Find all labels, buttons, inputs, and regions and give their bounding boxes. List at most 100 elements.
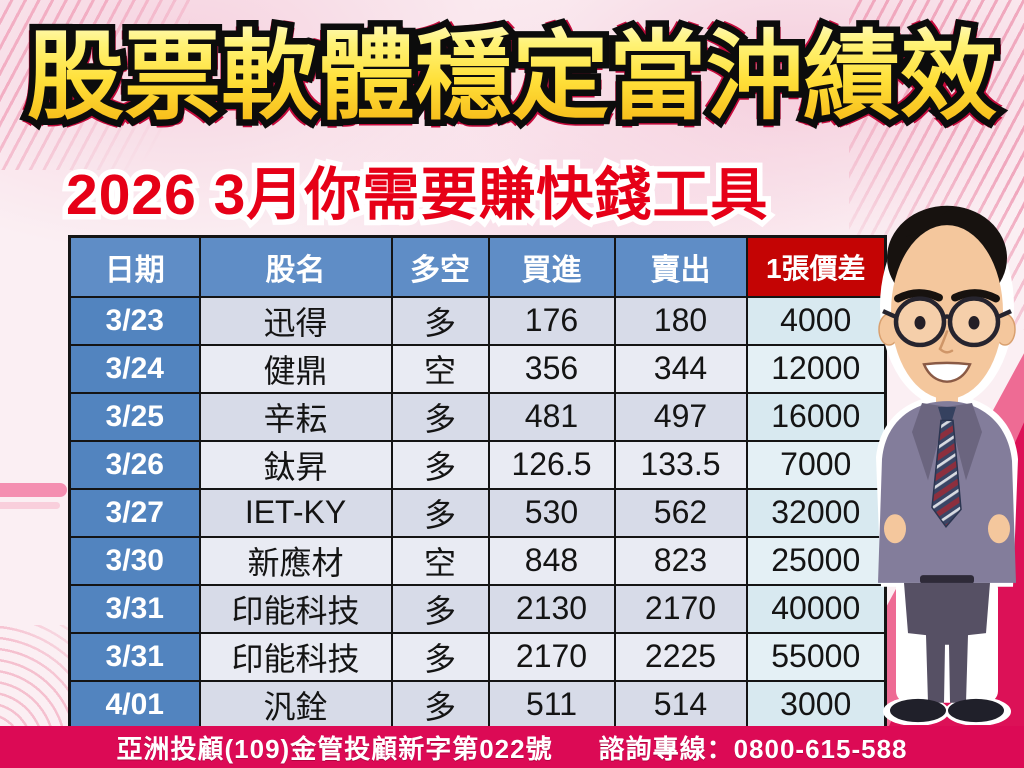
performance-table: 日期 股名 多空 買進 賣出 1張價差 3/23 迅得 多 176 180 40… bbox=[68, 235, 887, 768]
table-row: 3/26 鈦昇 多 126.5 133.5 7000 bbox=[68, 439, 887, 490]
cell-sell: 562 bbox=[613, 487, 748, 538]
cell-side: 多 bbox=[390, 487, 490, 538]
lapel-right bbox=[947, 402, 982, 481]
table-row: 3/31 印能科技 多 2130 2170 40000 bbox=[68, 583, 887, 634]
eye-right bbox=[968, 315, 980, 330]
cell-stock: 健鼎 bbox=[198, 343, 393, 394]
poster-subtitle-text: 2026 3月你需要賺快錢工具 bbox=[66, 163, 769, 227]
cell-diff: 55000 bbox=[745, 631, 887, 682]
cell-sell: 2225 bbox=[613, 631, 748, 682]
shoe-right bbox=[948, 698, 1004, 723]
cell-buy: 481 bbox=[487, 391, 616, 442]
spokesman-illustration bbox=[876, 205, 1018, 725]
pink-dash-decoration bbox=[0, 483, 67, 497]
cell-diff: 3000 bbox=[745, 679, 887, 730]
cell-side: 多 bbox=[390, 439, 490, 490]
cell-stock: 迅得 bbox=[198, 295, 393, 346]
cell-sell: 514 bbox=[613, 679, 748, 730]
cell-date: 3/30 bbox=[68, 535, 201, 586]
cell-side: 多 bbox=[390, 583, 490, 634]
table-row: 3/24 健鼎 空 356 344 12000 bbox=[68, 343, 887, 394]
poster-subtitle-outline: 2026 3月你需要賺快錢工具 bbox=[61, 158, 773, 233]
cell-sell: 823 bbox=[613, 535, 748, 586]
pink-dash-decoration-light bbox=[0, 502, 60, 509]
tie bbox=[931, 419, 962, 528]
cell-diff: 16000 bbox=[745, 391, 887, 442]
cell-stock: 印能科技 bbox=[198, 583, 393, 634]
footer-license-bar: 亞洲投顧(109)金管投顧新字第022號 諮詢專線：0800-615-588 bbox=[0, 726, 1024, 768]
hotline-text: 諮詢專線：0800-615-588 bbox=[598, 733, 908, 764]
cell-side: 多 bbox=[390, 631, 490, 682]
pants bbox=[904, 582, 990, 703]
cell-buy: 356 bbox=[487, 343, 616, 394]
cell-side: 空 bbox=[390, 343, 490, 394]
cell-sell: 133.5 bbox=[613, 439, 748, 490]
cell-side: 多 bbox=[390, 679, 490, 730]
diagonal-stripes-top-left bbox=[0, 0, 190, 170]
col-header-stock: 股名 bbox=[198, 235, 393, 298]
poster-title-text: 股票軟體穩定當沖績效 bbox=[0, 6, 1024, 148]
cell-sell: 344 bbox=[613, 343, 748, 394]
cell-date: 3/23 bbox=[68, 295, 201, 346]
eyebrow-left bbox=[894, 289, 943, 303]
cell-stock: IET-KY bbox=[198, 487, 393, 538]
cell-date: 4/01 bbox=[68, 679, 201, 730]
cell-buy: 2170 bbox=[487, 631, 616, 682]
cell-side: 多 bbox=[390, 391, 490, 442]
col-header-side: 多空 bbox=[390, 235, 490, 298]
cell-sell: 497 bbox=[613, 391, 748, 442]
face bbox=[891, 225, 1003, 400]
cell-side: 多 bbox=[390, 295, 490, 346]
cell-buy: 2130 bbox=[487, 583, 616, 634]
cell-buy: 176 bbox=[487, 295, 616, 346]
table-header-row: 日期 股名 多空 買進 賣出 1張價差 bbox=[68, 235, 887, 298]
cell-diff: 7000 bbox=[745, 439, 887, 490]
hand-right bbox=[988, 514, 1010, 544]
table-row: 3/23 迅得 多 176 180 4000 bbox=[68, 295, 887, 346]
col-header-buy: 買進 bbox=[487, 235, 616, 298]
table-row: 3/27 IET-KY 多 530 562 32000 bbox=[68, 487, 887, 538]
cell-stock: 印能科技 bbox=[198, 631, 393, 682]
cell-diff: 25000 bbox=[745, 535, 887, 586]
mascot-body bbox=[878, 385, 1016, 723]
cell-date: 3/27 bbox=[68, 487, 201, 538]
nose bbox=[938, 330, 954, 354]
cell-buy: 848 bbox=[487, 535, 616, 586]
cell-date: 3/25 bbox=[68, 391, 201, 442]
hair-quiff bbox=[906, 206, 956, 237]
cell-stock: 鈦昇 bbox=[198, 439, 393, 490]
lapel-left bbox=[912, 402, 947, 481]
poster-title-outline: 股票軟體穩定當沖績效 bbox=[0, 6, 1024, 148]
mascot-head bbox=[878, 205, 1016, 400]
col-header-diff: 1張價差 bbox=[745, 235, 887, 298]
table-row: 4/01 汎銓 多 511 514 3000 bbox=[68, 679, 887, 730]
cell-stock: 辛耘 bbox=[198, 391, 393, 442]
col-header-date: 日期 bbox=[68, 235, 201, 298]
cell-side: 空 bbox=[390, 535, 490, 586]
cell-stock: 汎銓 bbox=[198, 679, 393, 730]
smile-mouth bbox=[922, 361, 972, 383]
cell-date: 3/26 bbox=[68, 439, 201, 490]
cell-diff: 4000 bbox=[745, 295, 887, 346]
cell-buy: 511 bbox=[487, 679, 616, 730]
table-row: 3/30 新應材 空 848 823 25000 bbox=[68, 535, 887, 586]
license-text: 亞洲投顧(109)金管投顧新字第022號 bbox=[116, 733, 553, 764]
shoe-left bbox=[890, 698, 946, 723]
poster-subtitle: 2026 3月你需要賺快錢工具 2026 3月你需要賺快錢工具 bbox=[61, 158, 773, 234]
poster-title: 股票軟體穩定當沖績效 股票軟體穩定當沖績效 bbox=[0, 6, 1024, 154]
cell-date: 3/31 bbox=[68, 583, 201, 634]
eyebrow-right bbox=[951, 289, 1000, 303]
hand-left bbox=[884, 514, 906, 544]
cell-sell: 180 bbox=[613, 295, 748, 346]
col-header-sell: 賣出 bbox=[613, 235, 748, 298]
cell-diff: 12000 bbox=[745, 343, 887, 394]
cell-diff: 32000 bbox=[745, 487, 887, 538]
table-row: 3/31 印能科技 多 2170 2225 55000 bbox=[68, 631, 887, 682]
eye-left bbox=[914, 315, 926, 330]
tie-knot bbox=[938, 406, 956, 421]
belt bbox=[920, 575, 974, 584]
cell-buy: 126.5 bbox=[487, 439, 616, 490]
cell-buy: 530 bbox=[487, 487, 616, 538]
cell-date: 3/31 bbox=[68, 631, 201, 682]
